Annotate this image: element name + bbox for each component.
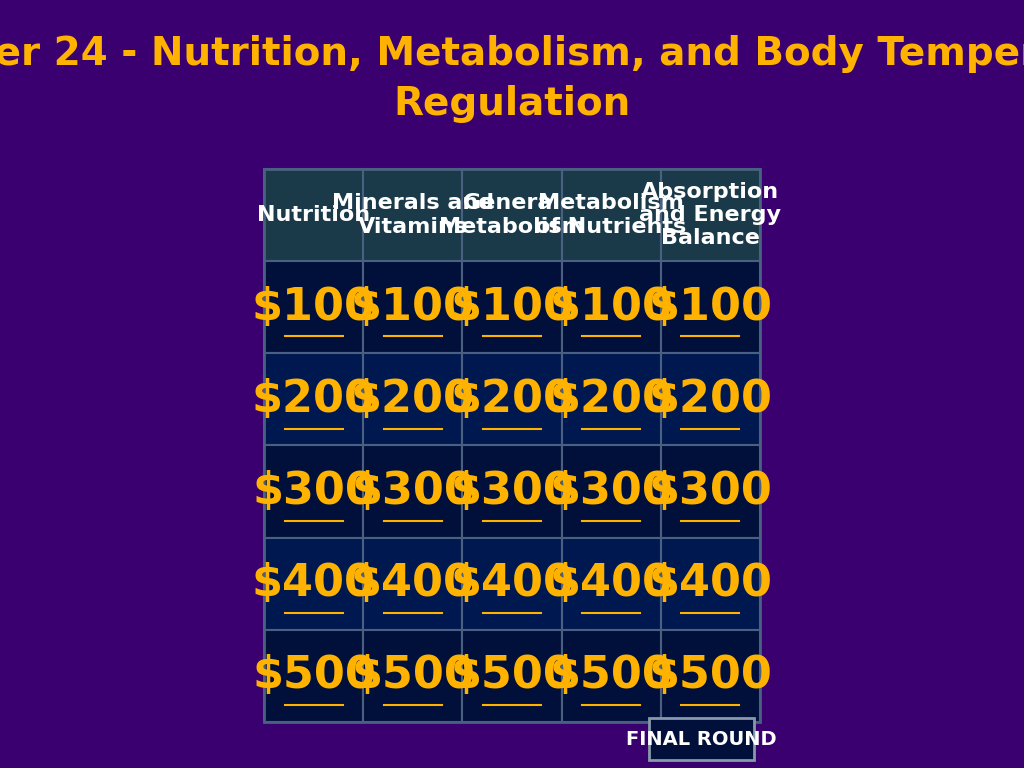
FancyBboxPatch shape (264, 261, 364, 353)
FancyBboxPatch shape (660, 445, 760, 538)
Text: $200: $200 (450, 378, 574, 421)
FancyBboxPatch shape (561, 445, 660, 538)
Text: $300: $300 (252, 470, 376, 513)
Text: $100: $100 (252, 286, 376, 329)
Text: $200: $200 (648, 378, 772, 421)
FancyBboxPatch shape (660, 353, 760, 445)
Text: $400: $400 (351, 562, 475, 605)
Text: $500: $500 (252, 654, 376, 697)
FancyBboxPatch shape (463, 445, 561, 538)
FancyBboxPatch shape (264, 169, 364, 261)
FancyBboxPatch shape (561, 630, 660, 722)
Text: $500: $500 (451, 654, 573, 697)
Text: Absorption
and Energy
Balance: Absorption and Energy Balance (639, 182, 781, 248)
Text: $500: $500 (549, 654, 673, 697)
Text: $300: $300 (451, 470, 573, 513)
FancyBboxPatch shape (364, 538, 463, 630)
Text: $500: $500 (648, 654, 772, 697)
Text: $500: $500 (351, 654, 475, 697)
FancyBboxPatch shape (264, 445, 364, 538)
Text: $400: $400 (549, 562, 673, 605)
FancyBboxPatch shape (660, 169, 760, 261)
Text: $300: $300 (648, 470, 772, 513)
FancyBboxPatch shape (660, 261, 760, 353)
FancyBboxPatch shape (364, 169, 463, 261)
FancyBboxPatch shape (649, 718, 755, 760)
Text: $400: $400 (450, 562, 574, 605)
Text: Nutrition: Nutrition (257, 205, 371, 225)
Text: $100: $100 (450, 286, 574, 329)
FancyBboxPatch shape (561, 538, 660, 630)
Text: Regulation: Regulation (393, 84, 631, 123)
FancyBboxPatch shape (264, 538, 364, 630)
Text: FINAL ROUND: FINAL ROUND (627, 730, 777, 749)
FancyBboxPatch shape (660, 630, 760, 722)
FancyBboxPatch shape (264, 630, 364, 722)
Text: $200: $200 (351, 378, 475, 421)
Text: $100: $100 (648, 286, 772, 329)
FancyBboxPatch shape (561, 261, 660, 353)
FancyBboxPatch shape (463, 630, 561, 722)
Text: Chapter 24 - Nutrition, Metabolism, and Body Temperature: Chapter 24 - Nutrition, Metabolism, and … (0, 35, 1024, 73)
Text: $100: $100 (351, 286, 475, 329)
FancyBboxPatch shape (463, 169, 561, 261)
Text: $300: $300 (351, 470, 475, 513)
FancyBboxPatch shape (364, 261, 463, 353)
FancyBboxPatch shape (364, 353, 463, 445)
FancyBboxPatch shape (364, 445, 463, 538)
Text: $400: $400 (648, 562, 772, 605)
Text: Metabolism
of Nutrients: Metabolism of Nutrients (536, 194, 687, 237)
FancyBboxPatch shape (463, 261, 561, 353)
FancyBboxPatch shape (264, 353, 364, 445)
Text: $400: $400 (252, 562, 376, 605)
Text: $200: $200 (549, 378, 673, 421)
Text: $100: $100 (549, 286, 673, 329)
Text: Minerals and
Vitamins: Minerals and Vitamins (332, 194, 494, 237)
FancyBboxPatch shape (364, 630, 463, 722)
FancyBboxPatch shape (561, 169, 660, 261)
FancyBboxPatch shape (561, 353, 660, 445)
Text: General
Metabolism: General Metabolism (439, 194, 585, 237)
Text: $200: $200 (252, 378, 376, 421)
FancyBboxPatch shape (660, 538, 760, 630)
FancyBboxPatch shape (463, 353, 561, 445)
Text: $300: $300 (549, 470, 673, 513)
FancyBboxPatch shape (463, 538, 561, 630)
